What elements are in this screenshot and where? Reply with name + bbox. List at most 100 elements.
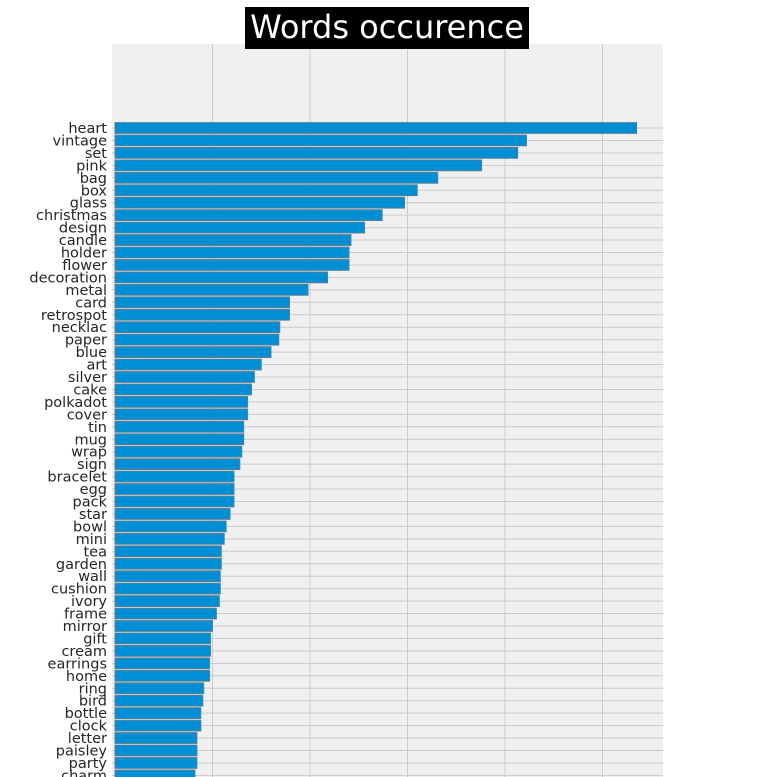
bar-christmas (114, 209, 383, 222)
bar-design (114, 221, 366, 234)
y-tick-label: glass (70, 196, 107, 212)
y-tick-label: holder (61, 246, 107, 262)
bar-home (114, 669, 211, 682)
y-tick-label: ivory (71, 594, 107, 610)
y-tick-label: mirror (63, 619, 107, 635)
title-background (245, 7, 529, 49)
y-tick-label: christmas (36, 208, 107, 224)
y-tick-label: bowl (73, 519, 107, 535)
y-tick-label: paisley (56, 744, 108, 760)
chart-title: Words occurence (250, 8, 524, 46)
bar-art (114, 358, 262, 371)
y-tick-label: vintage (53, 133, 108, 149)
bar-card (114, 296, 291, 309)
y-tick-label: paper (65, 333, 107, 349)
bar-glass (114, 196, 406, 209)
y-tick-label: box (81, 183, 108, 199)
bar-cake (114, 383, 252, 396)
y-tick-label: star (79, 507, 107, 523)
bar-letter (114, 732, 198, 744)
y-tick-label: ring (79, 681, 107, 697)
y-tick-label: cover (67, 407, 107, 423)
bar-gift (114, 632, 212, 645)
bar-bottle (114, 707, 202, 720)
y-tick-label: bird (79, 694, 107, 710)
y-tick-label: egg (80, 482, 107, 498)
y-tick-label: letter (68, 731, 107, 747)
bar-set (114, 147, 519, 159)
y-tick-label: wall (78, 569, 107, 585)
y-tick-label: art (86, 358, 107, 374)
y-tick-label: candle (59, 233, 107, 249)
y-tick-label: polkadot (44, 395, 107, 411)
y-tick-label: earrings (48, 656, 107, 672)
bar-egg (114, 483, 235, 495)
y-tick-label: home (66, 669, 107, 685)
bar-garden (114, 557, 222, 570)
bar-sign (114, 458, 241, 471)
y-tick-label: pink (76, 158, 107, 174)
bar-metal (114, 283, 309, 296)
bar-frame (114, 607, 217, 620)
y-tick-label: decoration (29, 270, 107, 286)
bar-heart (114, 122, 638, 134)
y-tick-label: gift (83, 631, 107, 647)
y-tick-label: flower (62, 258, 107, 274)
bar-pack (114, 495, 235, 508)
y-tick-label: mini (76, 532, 107, 548)
bar-party (114, 757, 198, 769)
y-tick-label: tea (84, 544, 108, 560)
y-tick-label: blue (76, 345, 107, 361)
y-tick-label: cushion (51, 582, 107, 598)
y-tick-label: bag (80, 171, 107, 187)
y-tick-label: wrap (71, 445, 107, 461)
y-tick-label: design (59, 221, 107, 237)
bar-star (114, 508, 231, 520)
y-tick-label: set (85, 146, 107, 162)
bar-tea (114, 545, 222, 558)
bar-cushion (114, 582, 221, 595)
bar-earrings (114, 657, 211, 670)
bar-tin (114, 420, 245, 433)
bar-mirror (114, 620, 213, 632)
bar-box (114, 184, 418, 197)
bar-holder (114, 246, 350, 259)
bar-cover (114, 408, 249, 421)
y-tick-label: sign (77, 457, 107, 473)
bar-pink (114, 159, 483, 172)
y-tick-label: garden (56, 557, 107, 573)
bar-cream (114, 645, 212, 657)
bar-blue (114, 346, 272, 359)
y-tick-label: pack (73, 495, 108, 511)
y-tick-label: silver (68, 370, 107, 386)
bar-bag (114, 171, 439, 184)
bar-charm (114, 769, 196, 777)
y-tick-label: heart (68, 121, 107, 137)
bar-bird (114, 694, 204, 707)
y-tick-label: bracelet (47, 470, 107, 486)
bar-bowl (114, 520, 227, 533)
bar-vintage (114, 134, 527, 147)
bar-decoration (114, 271, 329, 284)
bar-flower (114, 259, 350, 271)
bar-ring (114, 682, 205, 695)
y-tick-label: clock (70, 719, 108, 735)
y-tick-label: mug (74, 432, 107, 448)
bar-necklac (114, 321, 281, 334)
bar-wrap (114, 445, 243, 458)
y-tick-label: metal (65, 283, 107, 299)
bar-ivory (114, 595, 220, 608)
bar-paper (114, 333, 280, 346)
bar-mug (114, 433, 245, 446)
bar-polkadot (114, 396, 249, 408)
y-tick-label: retrospot (41, 308, 107, 324)
bar-candle (114, 234, 352, 246)
y-tick-label: card (75, 295, 107, 311)
y-tick-label: frame (64, 607, 107, 623)
y-tick-label: cream (61, 644, 107, 660)
y-tick-labels: heartvintagesetpinkbagboxglasschristmasd… (29, 121, 107, 777)
bar-retrospot (114, 308, 291, 321)
y-tick-label: necklac (52, 320, 107, 336)
y-tick-label: charm (61, 768, 107, 777)
